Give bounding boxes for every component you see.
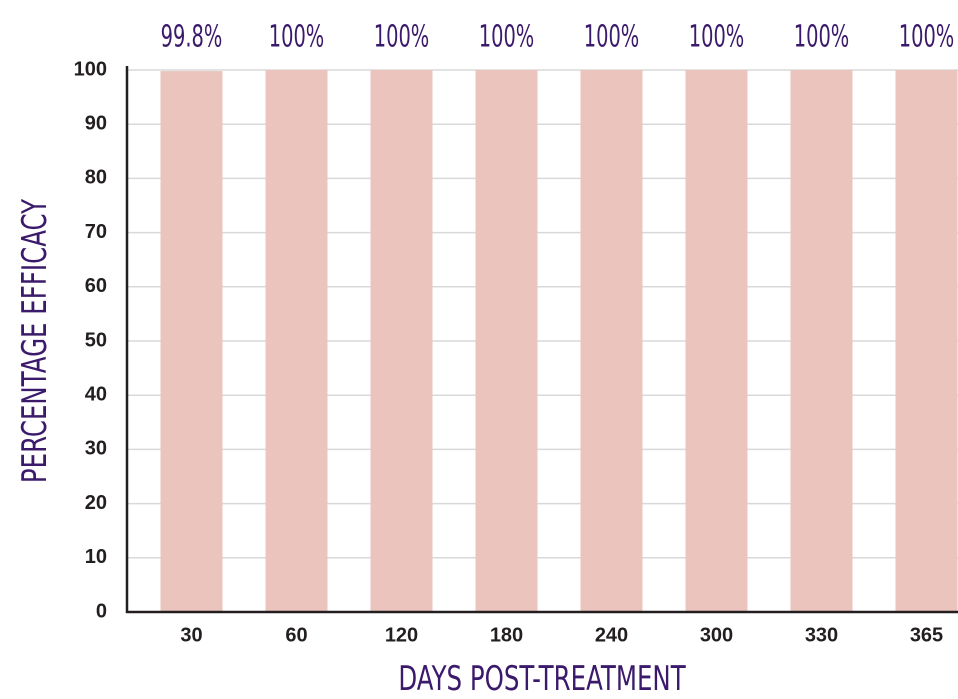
- bar: [160, 71, 223, 613]
- value-label: 99.8%: [161, 20, 223, 54]
- value-label: 100%: [269, 20, 325, 54]
- x-tick-label: 120: [385, 624, 418, 646]
- bar: [580, 70, 643, 612]
- bar: [685, 70, 748, 612]
- x-tick-label: 365: [910, 624, 943, 646]
- y-tick-label: 0: [96, 600, 107, 622]
- x-tick-label: 240: [595, 624, 628, 646]
- x-tick-label: 30: [180, 624, 202, 646]
- bar: [895, 70, 958, 612]
- x-axis-title: DAYS POST-TREATMENT: [398, 659, 686, 698]
- value-label: 100%: [794, 20, 850, 54]
- y-axis-title: PERCENTAGE EFFICACY: [15, 198, 54, 483]
- value-label: 100%: [584, 20, 640, 54]
- bar: [265, 70, 328, 612]
- value-label: 100%: [479, 20, 535, 54]
- y-tick-label: 90: [85, 112, 107, 134]
- x-tick-label: 300: [700, 624, 733, 646]
- y-tick-label: 20: [85, 492, 107, 514]
- y-tick-label: 10: [85, 546, 107, 568]
- x-tick-label: 330: [805, 624, 838, 646]
- y-tick-label: 100: [74, 58, 107, 80]
- y-tick-label: 50: [85, 329, 107, 351]
- bar: [475, 70, 538, 612]
- value-label: 100%: [374, 20, 430, 54]
- x-tick-label: 180: [490, 624, 523, 646]
- y-tick-label: 70: [85, 221, 107, 243]
- bar: [370, 70, 433, 612]
- bar: [790, 70, 853, 612]
- y-tick-label: 80: [85, 167, 107, 189]
- y-tick-label: 40: [85, 383, 107, 405]
- y-tick-label: 60: [85, 275, 107, 297]
- y-tick-label: 30: [85, 438, 107, 460]
- value-label: 100%: [899, 20, 955, 54]
- x-tick-label: 60: [285, 624, 307, 646]
- value-label: 100%: [689, 20, 745, 54]
